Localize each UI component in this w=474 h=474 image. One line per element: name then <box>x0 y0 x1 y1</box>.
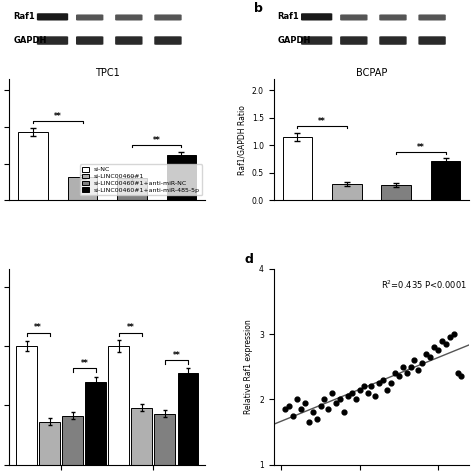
Bar <box>18 132 48 201</box>
FancyBboxPatch shape <box>76 36 103 45</box>
Point <box>434 346 442 354</box>
Point <box>379 376 387 383</box>
FancyBboxPatch shape <box>340 14 367 20</box>
FancyBboxPatch shape <box>379 14 407 20</box>
Point <box>391 369 399 377</box>
Point <box>352 395 360 403</box>
Text: Raf1: Raf1 <box>277 12 299 21</box>
Point <box>450 330 457 338</box>
Point <box>317 402 324 410</box>
Text: R$^2$=0.435 P<0.0001: R$^2$=0.435 P<0.0001 <box>381 279 467 291</box>
FancyBboxPatch shape <box>154 36 182 45</box>
Point <box>410 356 418 364</box>
Bar <box>177 373 198 465</box>
Bar <box>63 416 83 465</box>
Point <box>368 383 375 390</box>
Bar <box>431 161 460 201</box>
Text: b: b <box>254 2 263 15</box>
Point <box>415 366 422 374</box>
Y-axis label: Raf1/GAPDH Ratio: Raf1/GAPDH Ratio <box>237 105 246 174</box>
Point <box>309 409 317 416</box>
Point <box>419 360 426 367</box>
Bar <box>68 177 98 201</box>
Point <box>383 386 391 393</box>
Point <box>301 399 309 406</box>
Point <box>282 405 289 413</box>
FancyBboxPatch shape <box>301 13 332 20</box>
Bar <box>131 408 152 465</box>
Bar <box>117 178 147 201</box>
Point <box>337 395 344 403</box>
Point <box>430 343 438 351</box>
Bar <box>283 137 312 201</box>
Point <box>442 340 449 347</box>
Point <box>328 389 336 397</box>
Title: BCPAP: BCPAP <box>356 68 387 78</box>
Bar <box>166 155 196 201</box>
Point <box>348 389 356 397</box>
Point <box>344 392 352 400</box>
Bar <box>381 185 411 201</box>
Text: **: ** <box>35 323 42 332</box>
Point <box>372 392 379 400</box>
Point <box>454 369 461 377</box>
Point <box>290 412 297 419</box>
FancyBboxPatch shape <box>154 14 182 20</box>
Point <box>446 334 454 341</box>
Point <box>438 337 446 345</box>
Point <box>293 395 301 403</box>
Point <box>321 395 328 403</box>
Bar <box>85 382 106 465</box>
Text: **: ** <box>54 111 62 120</box>
Text: **: ** <box>127 323 134 332</box>
Text: **: ** <box>81 359 88 368</box>
Text: Raf1: Raf1 <box>13 12 35 21</box>
Text: d: d <box>244 253 253 266</box>
Point <box>340 409 348 416</box>
Point <box>364 389 371 397</box>
Point <box>285 402 293 410</box>
Bar <box>332 184 362 201</box>
FancyBboxPatch shape <box>115 36 143 45</box>
Point <box>407 363 414 371</box>
Text: **: ** <box>153 136 161 145</box>
Point <box>387 379 395 387</box>
Point <box>399 363 407 371</box>
FancyBboxPatch shape <box>301 36 332 45</box>
FancyBboxPatch shape <box>419 36 446 45</box>
FancyBboxPatch shape <box>419 14 446 20</box>
Point <box>426 353 434 361</box>
FancyBboxPatch shape <box>115 14 143 20</box>
Point <box>325 405 332 413</box>
Bar <box>39 422 60 465</box>
Point <box>403 369 410 377</box>
Point <box>313 415 320 423</box>
Point <box>360 383 367 390</box>
Bar <box>109 346 129 465</box>
Point <box>375 379 383 387</box>
Text: **: ** <box>318 117 326 126</box>
FancyBboxPatch shape <box>76 14 103 20</box>
Text: **: ** <box>173 351 180 360</box>
Bar <box>155 413 175 465</box>
Legend: si-NC, si-LINC00460#1, si-LINC00460#1+anti-miR-NC, si-LINC00460#1+anti-miR-485-5: si-NC, si-LINC00460#1, si-LINC00460#1+an… <box>80 164 202 195</box>
FancyBboxPatch shape <box>37 13 68 20</box>
Text: **: ** <box>417 143 425 152</box>
Point <box>332 399 340 406</box>
Bar <box>17 346 37 465</box>
Title: TPC1: TPC1 <box>95 68 119 78</box>
Point <box>305 419 313 426</box>
FancyBboxPatch shape <box>37 36 68 45</box>
Text: GAPDH: GAPDH <box>13 36 47 45</box>
Point <box>395 373 402 380</box>
FancyBboxPatch shape <box>340 36 367 45</box>
Point <box>457 373 465 380</box>
FancyBboxPatch shape <box>379 36 407 45</box>
Text: GAPDH: GAPDH <box>277 36 311 45</box>
Point <box>356 386 364 393</box>
Point <box>422 350 430 357</box>
Point <box>297 405 305 413</box>
Y-axis label: Relative Raf1 expression: Relative Raf1 expression <box>245 319 254 414</box>
